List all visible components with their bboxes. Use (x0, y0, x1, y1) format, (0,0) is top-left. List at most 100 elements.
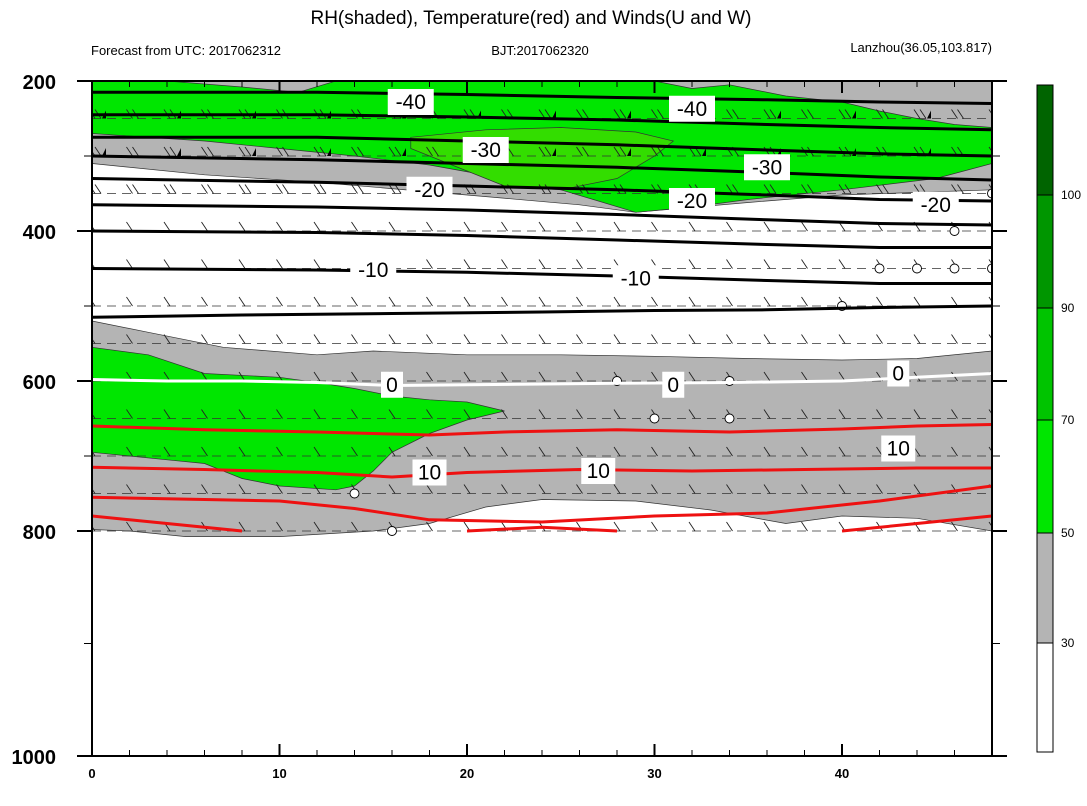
wind-barb (838, 446, 846, 457)
x-tick-label: 10 (272, 766, 286, 781)
contour-label-box (887, 360, 910, 387)
wind-barb-staff (538, 334, 546, 344)
wind-barb-staff (613, 446, 621, 457)
wind-barb-staff (501, 221, 508, 232)
wind-barb-feather (807, 109, 814, 119)
contour-label-layer: -40 -40 -30 -30 -20 -20 -20 -10 -10 0 0 0 10 10 10 (350, 89, 959, 486)
wind-barb (838, 484, 846, 494)
wind-barb (801, 334, 808, 344)
wind-barb-staff (92, 263, 96, 269)
wind-barb-feather (432, 146, 439, 157)
wind-barb-staff (126, 259, 133, 269)
wind-barb-staff (844, 81, 845, 82)
wind-barb-staff (313, 484, 321, 494)
wind-barb-feather (544, 146, 552, 157)
wind-barb (613, 334, 621, 344)
wind-barb-staff (876, 109, 883, 119)
wind-barb (313, 409, 321, 419)
wind-barb-staff (501, 484, 508, 494)
wind-barb (576, 334, 583, 344)
wind-barb (801, 221, 808, 232)
wind-barb-feather (769, 109, 777, 119)
wind-barb-staff (276, 259, 283, 269)
calm-wind-marker (874, 263, 885, 274)
wind-barb-staff (544, 81, 545, 82)
wind-barb (538, 371, 546, 382)
wind-barb (501, 409, 508, 419)
wind-barb-staff (988, 409, 992, 415)
wind-barb-staff (126, 521, 133, 532)
contour-label-text: 0 (892, 363, 904, 386)
wind-barb (126, 334, 133, 344)
wind-barb (201, 334, 208, 344)
wind-barb (501, 334, 508, 344)
y-tick-label: 400 (23, 222, 56, 244)
wind-barb-staff (276, 446, 283, 457)
wind-barb (913, 484, 921, 494)
wind-barb-staff (651, 371, 658, 382)
wind-barb-feather (287, 81, 289, 82)
wind-barb (238, 371, 246, 382)
wind-barb (201, 146, 214, 157)
wind-barb-pennant (627, 148, 631, 156)
wind-barb (201, 484, 208, 494)
wind-barb (463, 221, 471, 232)
wind-barb (126, 259, 133, 269)
wind-barb-staff (613, 409, 621, 419)
contour-label-box (350, 257, 397, 283)
wind-barb-feather (137, 81, 139, 82)
wind-barb-staff (463, 334, 471, 344)
contour-label-text: -10 (358, 259, 388, 282)
wind-barb-staff (276, 221, 283, 232)
wind-barb (163, 484, 171, 494)
wind-barb-feather (619, 146, 627, 157)
wind-barb-staff (313, 446, 321, 457)
wind-barb-staff (538, 146, 546, 157)
wind-barb-staff (92, 113, 96, 119)
wind-barb (651, 296, 658, 307)
wind-barb (276, 259, 283, 269)
wind-barb-staff (163, 371, 171, 382)
wind-barb-staff (463, 484, 471, 494)
wind-barb (576, 146, 589, 157)
wind-barb-staff (538, 221, 546, 232)
wind-barb (238, 334, 246, 344)
wind-barb-pennant (627, 73, 631, 81)
wind-barb-staff (688, 296, 696, 307)
wind-barb (276, 184, 289, 194)
x-tick-label: 20 (460, 766, 474, 781)
wind-barb (801, 446, 808, 457)
wind-barb (426, 484, 433, 494)
wind-barb (501, 296, 508, 307)
wind-barb (426, 146, 439, 157)
wind-barb (538, 259, 546, 269)
wind-barb-staff (763, 184, 771, 194)
wind-barb (619, 73, 631, 82)
wind-barb (801, 521, 808, 532)
wind-barb-staff (806, 81, 808, 82)
temperature-contour (841, 514, 992, 533)
wind-barb-staff (576, 371, 583, 382)
wind-barb-staff (988, 146, 992, 153)
wind-barb (951, 334, 958, 344)
wind-barb-staff (201, 146, 208, 157)
wind-barb (238, 521, 246, 532)
wind-barb-staff (351, 371, 358, 382)
wind-barb-staff (913, 296, 921, 307)
wind-barb-pennant (777, 110, 781, 119)
contour-label-text: -20 (921, 194, 951, 217)
wind-barb-staff (201, 221, 208, 232)
wind-barb-staff (276, 146, 283, 157)
wind-barb-staff (426, 484, 433, 494)
wind-barb-staff (92, 338, 96, 344)
wind-barb-pennant (702, 73, 706, 81)
wind-barb (731, 81, 739, 82)
wind-barb-staff (131, 81, 133, 82)
wind-barb-feather (244, 184, 252, 194)
contour-label-text: -40 (677, 98, 707, 121)
wind-barb-pennant (177, 148, 181, 156)
wind-barb (956, 81, 964, 82)
wind-barb (163, 371, 171, 382)
wind-barb (92, 300, 96, 307)
wind-barb-staff (238, 371, 246, 382)
